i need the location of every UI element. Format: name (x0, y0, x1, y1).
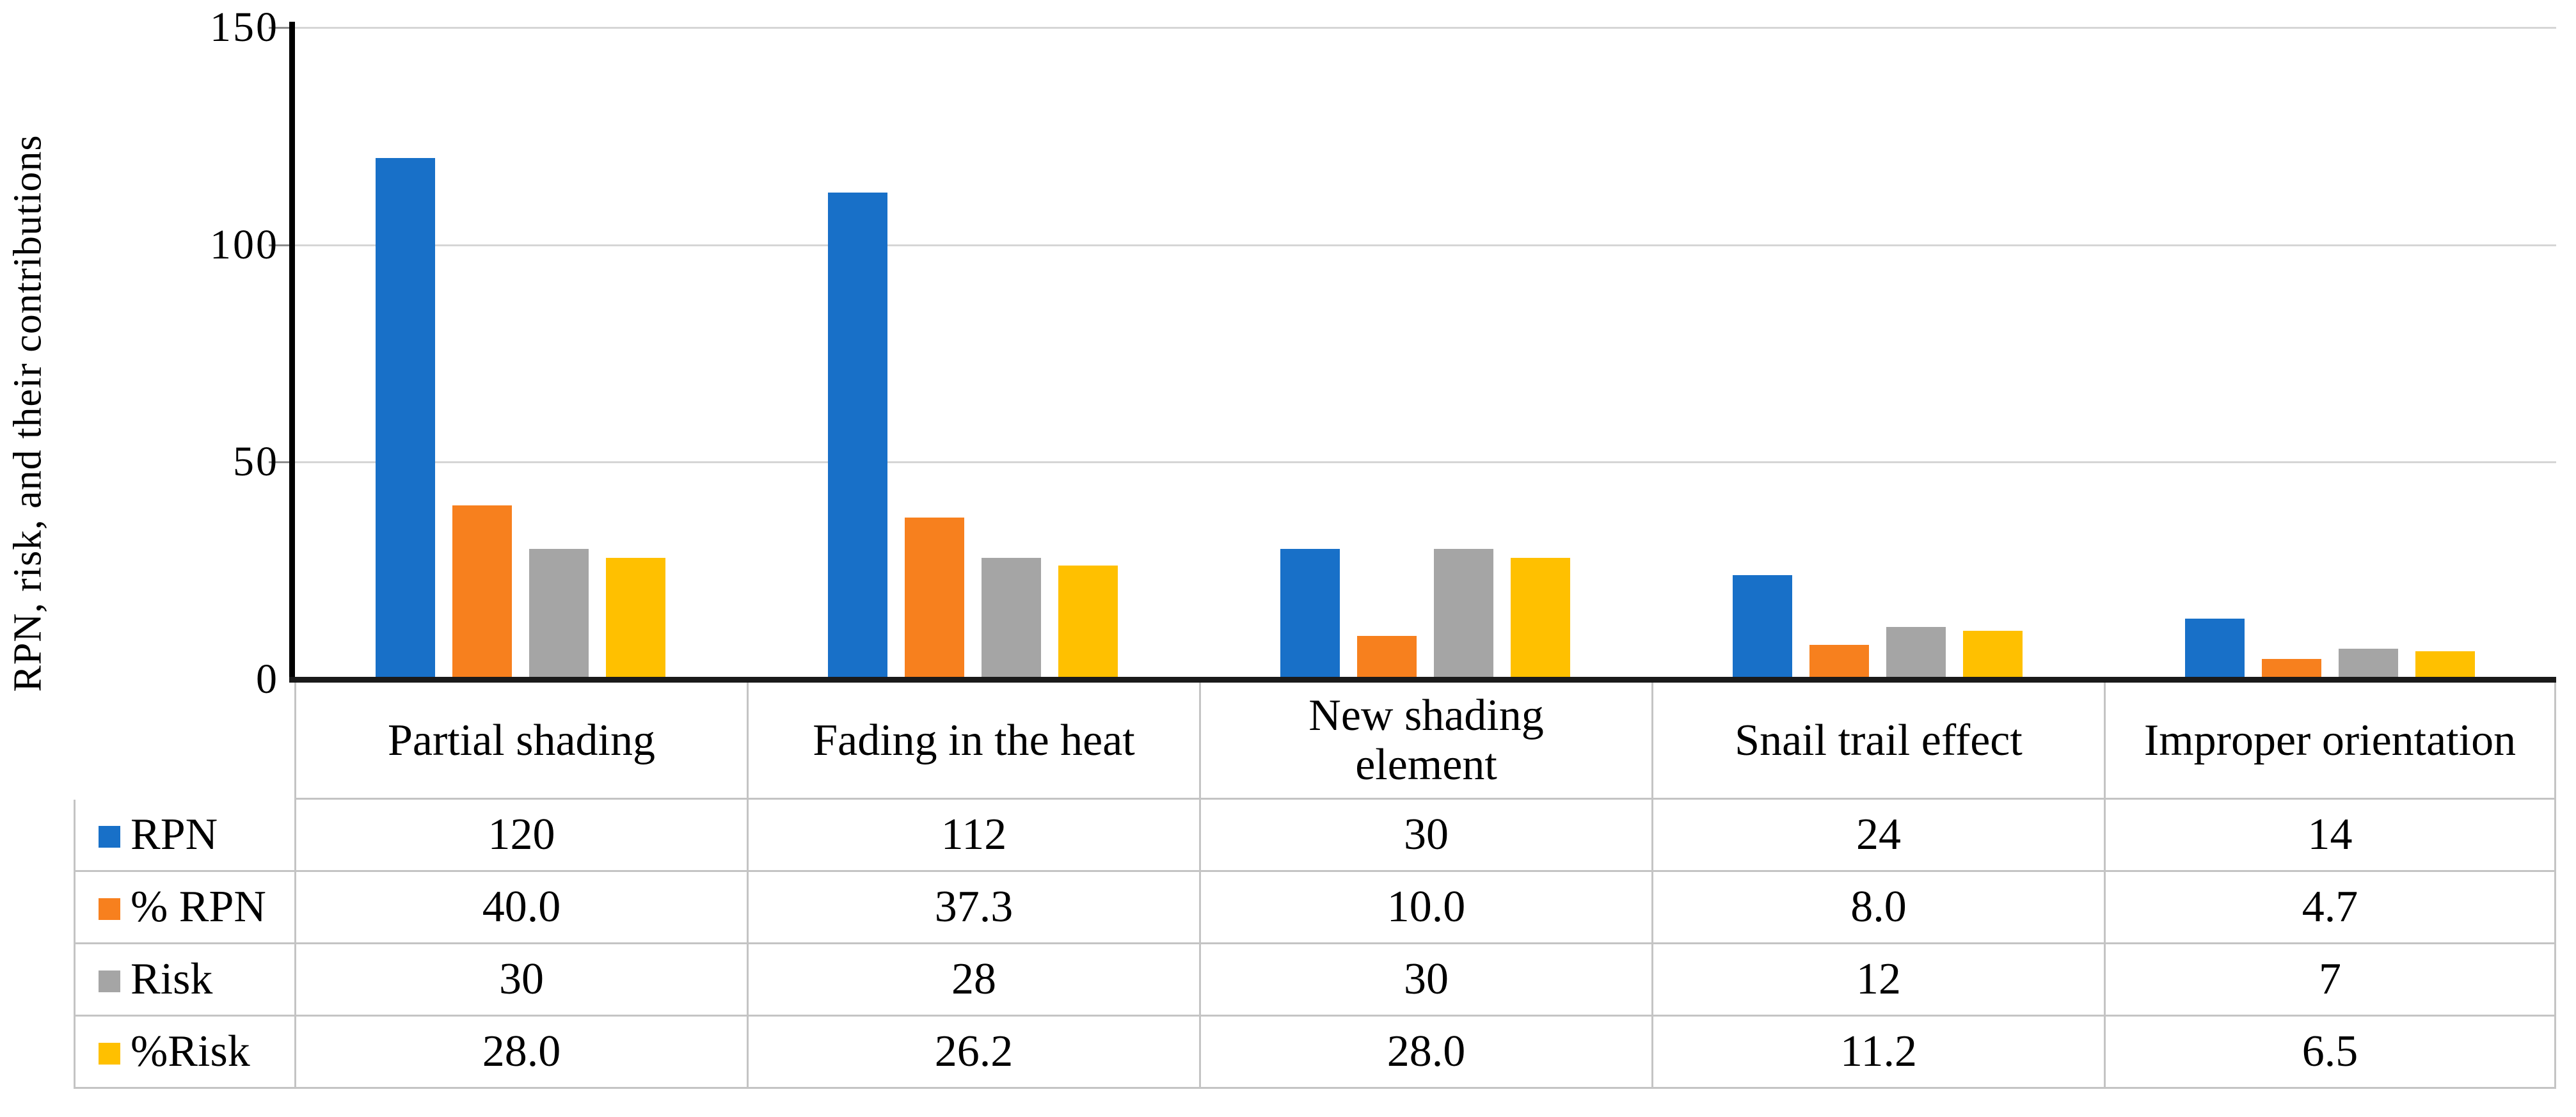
bar-risk-fading-in-the-heat (982, 558, 1041, 679)
value-risk-fading-in-the-heat: 28 (747, 944, 1199, 1017)
bar-group-snail-trail-effect (1651, 28, 2104, 679)
value-rpn-fading-in-the-heat: 112 (747, 800, 1199, 872)
value-rpn-new-shading-element: 10.0 (1199, 872, 1651, 944)
gridline-y100 (294, 244, 2556, 246)
bar-risk-improper-orientation (2339, 649, 2398, 679)
gridline-y50 (294, 461, 2556, 464)
value-risk-partial-shading: 30 (294, 944, 747, 1017)
gridline-y150 (294, 27, 2556, 29)
legend-cell-rpn: % RPN (74, 872, 294, 944)
category-header-row: Partial shading Fading in the heat New sha… (294, 683, 2556, 800)
value-rpn-partial-shading: 40.0 (294, 872, 747, 944)
chart-plot-area (294, 28, 2556, 679)
value-risk-new-shading-element: 28.0 (1199, 1017, 1651, 1089)
value-risk-snail-trail-effect: 12 (1651, 944, 2104, 1017)
table-row-risk: Risk 30 28 30 12 7 (74, 944, 2556, 1017)
value-risk-snail-trail-effect: 11.2 (1651, 1017, 2104, 1089)
category-header-new-shading-element: New shading element (1199, 683, 1651, 800)
bar-rpn-new-shading-element (1357, 636, 1417, 679)
category-header-improper-orientation: Improper orientation (2104, 683, 2556, 800)
series-label-rpn: % RPN (131, 882, 266, 931)
category-header-partial-shading: Partial shading (294, 683, 747, 800)
bar-risk-improper-orientation (2415, 651, 2475, 679)
value-rpn-snail-trail-effect: 24 (1651, 800, 2104, 872)
value-risk-new-shading-element: 30 (1199, 944, 1651, 1017)
legend-cell-risk: Risk (74, 944, 294, 1017)
legend-cell-rpn: RPN (74, 800, 294, 872)
y-tick-mark-150 (269, 27, 290, 29)
y-tick-mark-100 (269, 244, 290, 246)
value-rpn-snail-trail-effect: 8.0 (1651, 872, 2104, 944)
bar-rpn-snail-trail-effect (1733, 575, 1792, 679)
table-row-risk: %Risk 28.0 26.2 28.0 11.2 6.5 (74, 1017, 2556, 1089)
bar-rpn-new-shading-element (1280, 549, 1340, 679)
bar-rpn-improper-orientation (2185, 619, 2245, 679)
y-tick-label-0: 0 (256, 656, 279, 702)
value-risk-partial-shading: 28.0 (294, 1017, 747, 1089)
bar-rpn-partial-shading (452, 505, 512, 679)
y-tick-label-50: 50 (233, 438, 279, 486)
legend-swatch-rpn (99, 826, 120, 848)
legend-cell-risk: %Risk (74, 1017, 294, 1089)
bar-rpn-fading-in-the-heat (828, 193, 887, 679)
series-label-rpn: RPN (131, 810, 218, 859)
bar-group-new-shading-element (1199, 28, 1651, 679)
value-risk-improper-orientation: 7 (2104, 944, 2556, 1017)
bar-risk-partial-shading (529, 549, 589, 679)
bar-group-improper-orientation (2104, 28, 2556, 679)
bar-risk-fading-in-the-heat (1058, 566, 1118, 679)
bar-group-fading-in-the-heat (747, 28, 1199, 679)
y-axis-line (289, 22, 295, 683)
value-rpn-fading-in-the-heat: 37.3 (747, 872, 1199, 944)
bar-risk-new-shading-element (1511, 558, 1570, 679)
legend-swatch-rpn (99, 898, 120, 920)
value-rpn-improper-orientation: 14 (2104, 800, 2556, 872)
series-label-risk: Risk (131, 955, 213, 1004)
bar-risk-partial-shading (606, 558, 665, 679)
legend-swatch-risk (99, 1043, 120, 1065)
category-header-snail-trail-effect: Snail trail effect (1651, 683, 2104, 800)
data-table: Partial shading Fading in the heat New sha… (74, 683, 2556, 1089)
bar-rpn-fading-in-the-heat (905, 518, 964, 679)
y-tick-label-150: 150 (210, 4, 279, 51)
table-row-rpn: RPN 120 112 30 24 14 (74, 800, 2556, 872)
value-risk-fading-in-the-heat: 26.2 (747, 1017, 1199, 1089)
value-rpn-new-shading-element: 30 (1199, 800, 1651, 872)
table-row-rpn: % RPN 40.0 37.3 10.0 8.0 4.7 (74, 872, 2556, 944)
bar-risk-snail-trail-effect (1963, 631, 2023, 679)
x-axis-line (289, 677, 2556, 683)
bar-group-partial-shading (294, 28, 747, 679)
value-rpn-partial-shading: 120 (294, 800, 747, 872)
series-label-risk: %Risk (131, 1027, 250, 1076)
bar-risk-snail-trail-effect (1886, 627, 1946, 679)
y-tick-mark-50 (269, 461, 290, 464)
value-risk-improper-orientation: 6.5 (2104, 1017, 2556, 1089)
bar-risk-new-shading-element (1434, 549, 1493, 679)
y-tick-label-100: 100 (210, 221, 279, 268)
bar-rpn-snail-trail-effect (1809, 645, 1869, 679)
category-header-fading-in-the-heat: Fading in the heat (747, 683, 1199, 800)
legend-swatch-risk (99, 970, 120, 992)
value-rpn-improper-orientation: 4.7 (2104, 872, 2556, 944)
bar-rpn-improper-orientation (2262, 659, 2321, 679)
bar-rpn-partial-shading (376, 158, 435, 679)
